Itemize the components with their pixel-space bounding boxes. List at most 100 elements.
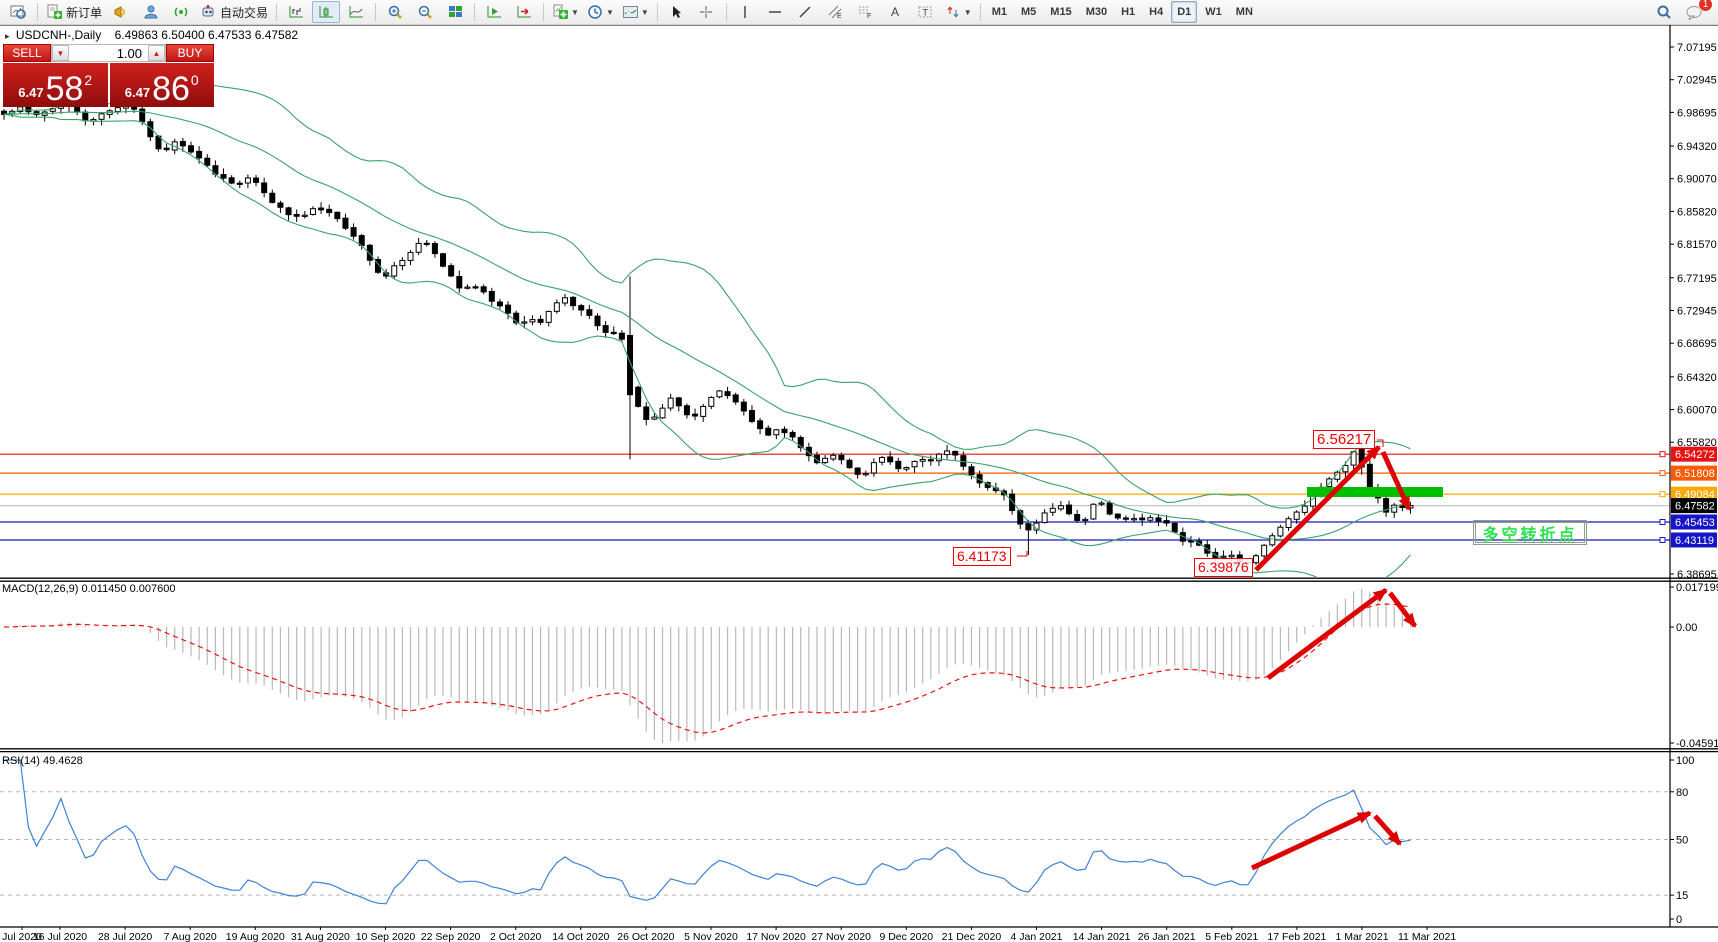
templates-button-dropdown-arrow[interactable]: ▼: [640, 7, 649, 17]
buy-button[interactable]: BUY: [166, 44, 214, 62]
search-button[interactable]: [1650, 1, 1678, 23]
svg-text:16 Jul 2020: 16 Jul 2020: [33, 931, 87, 942]
zoom-out-button[interactable]: [411, 1, 439, 23]
signals-icon[interactable]: [167, 1, 195, 23]
chart-title: ▸ USDCNH-,Daily 6.49863 6.50400 6.47533 …: [5, 28, 298, 42]
text-label-glyph: T: [918, 6, 932, 18]
periods-button[interactable]: ▼: [584, 1, 617, 23]
svg-text:14 Jan 2021: 14 Jan 2021: [1073, 931, 1131, 942]
svg-text:26 Oct 2020: 26 Oct 2020: [617, 931, 674, 942]
indicators-button-dropdown-arrow[interactable]: ▼: [571, 7, 579, 17]
trend-arrow-macd_up[interactable]: [1266, 587, 1388, 681]
svg-text:11 Mar 2021: 11 Mar 2021: [1398, 931, 1456, 942]
vertical-line-button[interactable]: [732, 1, 760, 23]
toolbar-left: 新订单 自动交易 ▼ ▼ ▼ E F A T ▼ M1 M5 M15 M30 H1 H4 D1 W1 MN: [0, 1, 1260, 23]
swing-low-price-label-1[interactable]: 6.41173: [953, 547, 1011, 566]
periods-glyph: [588, 5, 602, 19]
svg-text:6.81570: 6.81570: [1677, 239, 1717, 251]
timeframe-mn-button[interactable]: MN: [1235, 6, 1253, 18]
line-handle[interactable]: [1659, 519, 1666, 525]
volume-decrease-button[interactable]: ▼: [52, 45, 69, 61]
arrows-button[interactable]: ▼: [942, 1, 975, 23]
zoom-out-glyph: [418, 5, 432, 19]
line-handle[interactable]: [1659, 451, 1666, 458]
buy-quote[interactable]: 6.47 86 0: [109, 63, 214, 107]
zoom-in-glyph: [388, 5, 402, 19]
toolbar-separator: [276, 3, 278, 21]
svg-text:0.00: 0.00: [1676, 622, 1697, 634]
templates-button[interactable]: ▼: [619, 1, 652, 23]
svg-text:80: 80: [1676, 787, 1688, 799]
timeframe-w1-button[interactable]: W1: [1205, 6, 1222, 18]
timeframe-h1-button[interactable]: H1: [1121, 6, 1136, 18]
horizontal-line-button[interactable]: [762, 1, 790, 23]
line-handle[interactable]: [1659, 470, 1666, 477]
trend-arrow-main_down[interactable]: [1380, 450, 1412, 511]
autoscroll-button[interactable]: [480, 1, 508, 23]
autotrade-glyph: [202, 5, 214, 17]
support-zone-bar[interactable]: [1307, 487, 1443, 497]
chat-button[interactable]: 1: [1680, 0, 1713, 23]
bollinger-band: [3, 113, 1411, 577]
trend-arrow-rsi_down[interactable]: [1373, 814, 1402, 846]
timeframe-h4-button[interactable]: H4: [1149, 6, 1164, 18]
sell-quote[interactable]: 6.47 58 2: [3, 63, 108, 107]
equidistant-channel-button[interactable]: E: [822, 1, 850, 23]
toolbar-separator: [37, 3, 38, 21]
candlestick-chart-button[interactable]: [312, 1, 341, 23]
ohlc-values: 6.49863 6.50400 6.47533 6.47582: [114, 28, 299, 42]
turning-point-note[interactable]: 多空转折点: [1473, 520, 1587, 545]
label-connector: [1259, 561, 1264, 567]
line-chart-button[interactable]: [342, 1, 370, 23]
timeframe-d1-button[interactable]: D1: [1171, 1, 1198, 23]
new-order-button[interactable]: 新订单: [43, 1, 105, 23]
trendline-button[interactable]: [792, 1, 820, 23]
toolbar-separator: [474, 3, 476, 21]
horn-icon-glyph: [114, 6, 125, 18]
macd-pane[interactable]: [3, 589, 1412, 743]
indicators-button[interactable]: ▼: [549, 1, 582, 23]
trend-arrow-main_up[interactable]: [1254, 445, 1381, 572]
bar-chart-button[interactable]: [282, 1, 310, 23]
chart-preview-icon[interactable]: [4, 1, 32, 23]
svg-text:6.77195: 6.77195: [1677, 273, 1717, 285]
swing-high-price-label[interactable]: 6.56217: [1313, 430, 1376, 449]
fibonacci-button[interactable]: F: [852, 1, 880, 23]
label-connector: [1017, 551, 1028, 557]
zoom-in-button[interactable]: [381, 1, 409, 23]
rsi-pane[interactable]: [0, 759, 1670, 905]
text-button[interactable]: A: [882, 1, 910, 23]
cursor-button[interactable]: [663, 1, 691, 23]
text-label-button[interactable]: T: [912, 1, 940, 23]
arrows-button-dropdown-arrow[interactable]: ▼: [963, 7, 972, 17]
svg-text:31 Aug 2020: 31 Aug 2020: [291, 931, 350, 942]
svg-text:Jul 2020: Jul 2020: [2, 931, 42, 942]
timeframe-m15-button[interactable]: M15: [1050, 6, 1072, 18]
sell-button[interactable]: SELL: [3, 44, 51, 62]
volume-increase-button[interactable]: ▲: [148, 45, 165, 61]
timeframe-m30-button[interactable]: M30: [1085, 6, 1108, 18]
symbol-period: USDCNH-,Daily: [15, 28, 102, 42]
line-handle[interactable]: [1659, 491, 1666, 498]
autotrading-button[interactable]: 自动交易: [197, 1, 271, 23]
timeframe-m5-button[interactable]: M5: [1021, 6, 1037, 18]
main-chart-pane[interactable]: [0, 85, 1670, 593]
tile-windows-button[interactable]: [441, 1, 469, 23]
line-handle[interactable]: [1659, 537, 1666, 543]
svg-text:17 Feb 2021: 17 Feb 2021: [1267, 931, 1326, 942]
svg-text:9 Dec 2020: 9 Dec 2020: [879, 931, 933, 942]
crosshair-button[interactable]: [693, 1, 721, 23]
swing-low-price-label-2[interactable]: 6.39876: [1194, 558, 1253, 577]
expert-advisor-icon[interactable]: [137, 1, 165, 23]
svg-text:6.47582: 6.47582: [1675, 501, 1715, 513]
timeframe-m1-button[interactable]: M1: [991, 6, 1007, 18]
periods-button-dropdown-arrow[interactable]: ▼: [605, 7, 614, 17]
horn-icon[interactable]: [107, 1, 135, 23]
trend-arrow-macd_down[interactable]: [1388, 591, 1417, 628]
chart-shift-button[interactable]: [510, 1, 538, 23]
trend-arrow-rsi_up[interactable]: [1250, 810, 1372, 871]
volume-input[interactable]: [69, 45, 148, 61]
trendline-glyph: [799, 6, 811, 18]
